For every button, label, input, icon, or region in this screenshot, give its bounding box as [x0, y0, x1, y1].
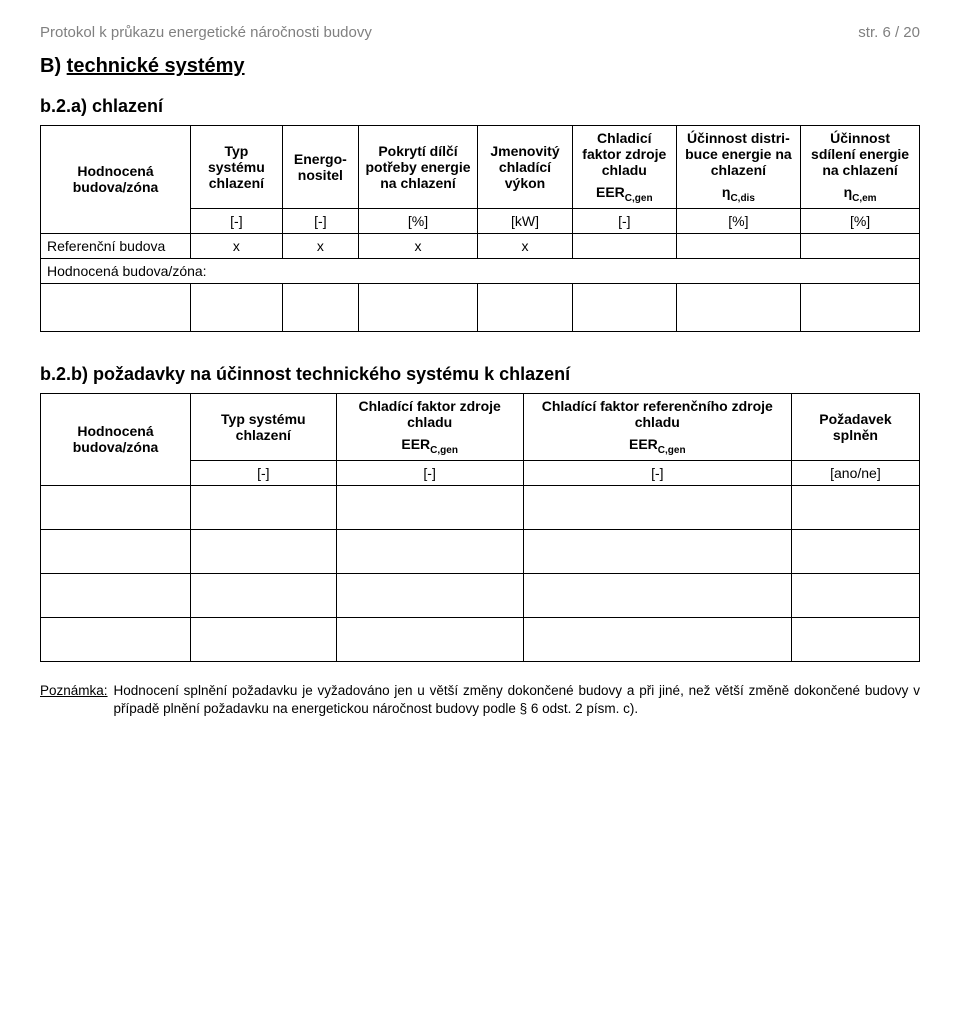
cell-empty — [41, 573, 191, 617]
b2a-ref-cell: x — [478, 233, 573, 258]
b2a-heading: b.2.a) chlazení — [40, 96, 920, 117]
b2a-unit: [-] — [282, 208, 358, 233]
cell-empty — [523, 529, 791, 573]
b2a-ref-cell — [676, 233, 801, 258]
header-right: str. 6 / 20 — [858, 24, 920, 41]
b2a-col3: Pokrytí dílčí potřeby energie na chlaze­… — [358, 126, 477, 209]
b2b-col4: Požadavek splněn — [791, 393, 919, 460]
b2a-unit: [kW] — [478, 208, 573, 233]
b2b-table: Hodnocená budova/zóna Typ systému chlaze… — [40, 393, 920, 662]
b2b-col2-l2: EERC,gen — [343, 436, 517, 456]
page-header: Protokol k průkazu energetické náročnost… — [40, 24, 920, 41]
b2a-ref-row: Referenční budova x x x x — [41, 233, 920, 258]
b2a-col2: Energo­nositel — [282, 126, 358, 209]
table-row — [41, 573, 920, 617]
b2b-col3-l1: Chladící faktor referenčního zdroje chla… — [530, 398, 785, 430]
b2a-hodn-full: Hodnocená budova/zóna: — [41, 258, 920, 283]
section-b-heading: B) technické systémy — [40, 55, 920, 78]
b2b-heading: b.2.b) požadavky na účinnost technického… — [40, 364, 920, 385]
b2a-col7-l1: Účinnost sdílení energie na chlazení — [807, 130, 913, 178]
cell-empty — [336, 573, 523, 617]
cell-empty — [41, 283, 191, 331]
cell-empty — [41, 617, 191, 661]
cell-empty — [336, 485, 523, 529]
cell-empty — [336, 529, 523, 573]
b2a-rowlabel-head: Hodnocená budova/zóna — [41, 126, 191, 234]
table-row — [41, 485, 920, 529]
b2a-col1: Typ systému chlazení — [191, 126, 283, 209]
b2a-col4: Jmeno­vitý chladící výkon — [478, 126, 573, 209]
header-left: Protokol k průkazu energetické náročnost… — [40, 24, 372, 41]
b2a-unit: [%] — [801, 208, 920, 233]
b2a-unit: [%] — [676, 208, 801, 233]
b2b-col1: Typ systému chlazení — [191, 393, 337, 460]
b2a-col6-l2: ηC,dis — [683, 184, 795, 204]
cell-empty — [523, 617, 791, 661]
note: Poznámka: Hodnocení splnění požadavku je… — [40, 682, 920, 718]
note-label: Poznámka: — [40, 682, 114, 718]
cell-empty — [791, 529, 919, 573]
b2a-ref-cell: x — [282, 233, 358, 258]
b2a-col7: Účinnost sdílení energie na chlazení ηC,… — [801, 126, 920, 209]
b2a-ref-cell: x — [191, 233, 283, 258]
b2a-ref-cell — [801, 233, 920, 258]
b2a-col5-l1: Chladi­cí faktor zdroje chladu — [579, 130, 670, 178]
cell-empty — [791, 617, 919, 661]
heading-underline: technické systémy — [67, 55, 245, 77]
b2a-unit: [-] — [572, 208, 676, 233]
heading-prefix: B) — [40, 55, 67, 77]
b2a-unit: [%] — [358, 208, 477, 233]
cell-empty — [478, 283, 573, 331]
table-row — [41, 529, 920, 573]
b2a-ref-cell: x — [358, 233, 477, 258]
cell-empty — [523, 573, 791, 617]
cell-empty — [191, 529, 337, 573]
b2b-unit: [-] — [336, 460, 523, 485]
cell-empty — [801, 283, 920, 331]
cell-empty — [41, 485, 191, 529]
b2a-col6: Účinnost distri­buce energie na chlazení… — [676, 126, 801, 209]
table-row — [41, 283, 920, 331]
b2a-table: Hodnocená budova/zóna Typ systému chlaze… — [40, 125, 920, 332]
table-row — [41, 617, 920, 661]
b2b-col2: Chladící faktor zdroje chladu EERC,gen — [336, 393, 523, 460]
cell-empty — [336, 617, 523, 661]
b2a-ref-label: Referenční budova — [41, 233, 191, 258]
cell-empty — [358, 283, 477, 331]
b2a-col6-l1: Účinnost distri­buce energie na chlazení — [683, 130, 795, 178]
b2a-col5-l2: EERC,gen — [579, 184, 670, 204]
b2b-unit: [ano/ne] — [791, 460, 919, 485]
b2b-unit: [-] — [523, 460, 791, 485]
b2a-unit: [-] — [191, 208, 283, 233]
page: Protokol k průkazu energetické náročnost… — [0, 0, 960, 758]
b2b-rowlabel-head: Hodnocená budova/zóna — [41, 393, 191, 485]
cell-empty — [791, 485, 919, 529]
b2a-hodn-row: Hodnocená budova/zóna: — [41, 258, 920, 283]
cell-empty — [191, 617, 337, 661]
cell-empty — [191, 573, 337, 617]
b2b-col3: Chladící faktor referenčního zdroje chla… — [523, 393, 791, 460]
b2a-col7-l2: ηC,em — [807, 184, 913, 204]
cell-empty — [191, 283, 283, 331]
b2a-col5: Chladi­cí faktor zdroje chladu EERC,gen — [572, 126, 676, 209]
b2b-unit: [-] — [191, 460, 337, 485]
cell-empty — [282, 283, 358, 331]
cell-empty — [572, 283, 676, 331]
b2a-ref-cell — [572, 233, 676, 258]
b2b-col3-l2: EERC,gen — [530, 436, 785, 456]
b2b-col2-l1: Chladící faktor zdroje chladu — [343, 398, 517, 430]
cell-empty — [191, 485, 337, 529]
cell-empty — [523, 485, 791, 529]
cell-empty — [791, 573, 919, 617]
cell-empty — [41, 529, 191, 573]
cell-empty — [676, 283, 801, 331]
note-body: Hodnocení splnění požadavku je vyžadován… — [114, 682, 920, 718]
